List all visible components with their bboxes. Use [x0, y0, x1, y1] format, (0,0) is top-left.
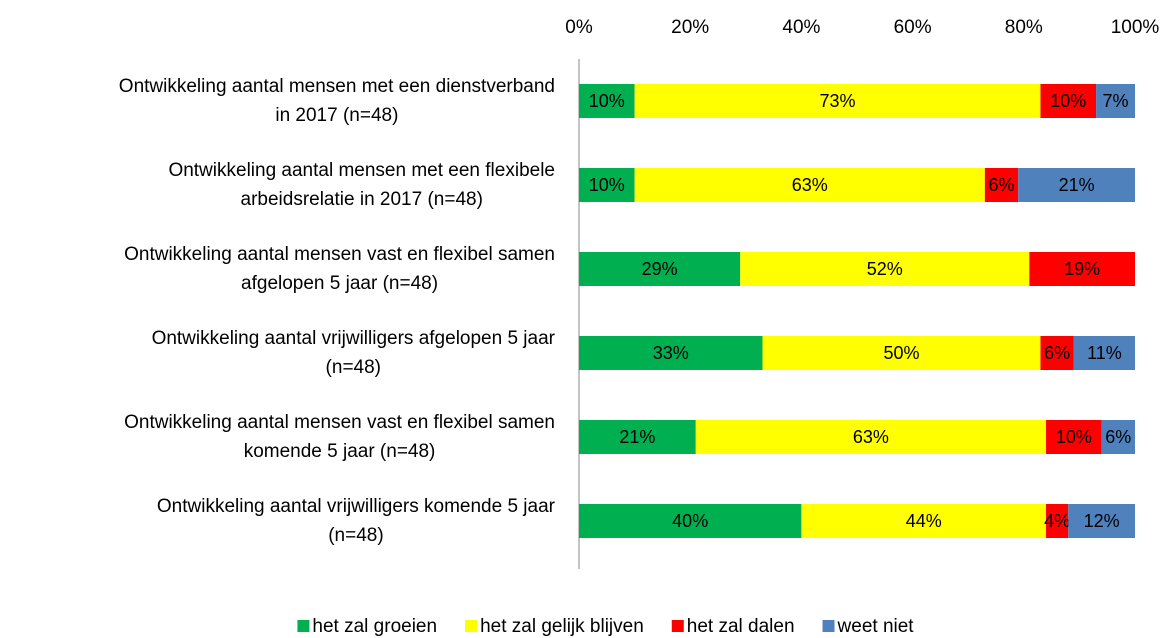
legend-label: het zal gelijk blijven [480, 616, 644, 637]
category-label: Ontwikkeling aantal vrijwilligers afgelo… [152, 328, 556, 349]
bar-segment [579, 168, 635, 202]
data-label: 10% [589, 175, 625, 195]
data-label: 7% [1103, 91, 1129, 111]
bar-segment [1029, 252, 1135, 286]
bar-segment [1101, 420, 1135, 454]
data-label: 33% [653, 343, 689, 363]
bar-segment [1046, 504, 1069, 538]
data-label: 40% [672, 511, 708, 531]
category-label: Ontwikkeling aantal mensen vast en flexi… [124, 244, 555, 265]
data-label: 73% [820, 91, 856, 111]
data-label: 6% [1105, 427, 1131, 447]
data-label: 10% [1050, 91, 1086, 111]
data-label: 52% [867, 259, 903, 279]
data-label: 11% [1087, 343, 1122, 363]
data-label: 19% [1064, 259, 1100, 279]
data-label: 12% [1084, 511, 1120, 531]
x-tick-label: 100% [1111, 17, 1160, 38]
category-label: arbeidsrelatie in 2017 (n=48) [241, 189, 483, 210]
data-label: 6% [989, 175, 1015, 195]
bar-segment [1096, 84, 1135, 118]
legend-label: het zal groeien [312, 616, 437, 637]
bar-segment [762, 336, 1041, 370]
x-tick-label: 80% [1005, 17, 1043, 38]
bar-segment [634, 84, 1041, 118]
bar-segment [1068, 504, 1135, 538]
x-tick-label: 20% [671, 17, 709, 38]
bar-segment [1040, 336, 1074, 370]
category-label: afgelopen 5 jaar (n=48) [241, 273, 438, 294]
bar-segment [579, 504, 802, 538]
bar-segment [1073, 336, 1135, 370]
data-label: 21% [619, 427, 655, 447]
bar-segment [634, 168, 985, 202]
data-label: 63% [853, 427, 889, 447]
bar-segment [579, 336, 763, 370]
category-label: (n=48) [326, 357, 381, 378]
data-label: 29% [642, 259, 678, 279]
category-label: Ontwikkeling aantal mensen vast en flexi… [124, 412, 555, 433]
x-tick-label: 60% [894, 17, 932, 38]
bar-segment [695, 420, 1047, 454]
category-label: Ontwikkeling aantal mensen met een diens… [119, 76, 555, 97]
category-label: (n=48) [328, 525, 383, 546]
legend-swatch [822, 620, 835, 632]
bar-segment [801, 504, 1047, 538]
legend-swatch [671, 620, 684, 632]
bar-segment [579, 252, 741, 286]
bar-segment [1046, 420, 1102, 454]
legend-label: weet niet [837, 616, 915, 637]
data-label: 4% [1044, 511, 1070, 531]
category-label: Ontwikkeling aantal vrijwilligers komend… [157, 496, 556, 517]
bar-segment [984, 168, 1019, 202]
bar-segment [579, 420, 696, 454]
data-label: 10% [1056, 427, 1092, 447]
data-label: 44% [906, 511, 942, 531]
legend-swatch [465, 620, 478, 632]
legend-label: het zal dalen [687, 616, 795, 637]
bar-segment [579, 84, 635, 118]
data-label: 50% [883, 343, 919, 363]
data-label: 63% [792, 175, 828, 195]
bar-segment [1040, 84, 1097, 118]
legend-swatch [297, 620, 310, 632]
x-tick-label: 40% [782, 17, 820, 38]
bar-segment [1018, 168, 1135, 202]
category-label: komende 5 jaar (n=48) [244, 441, 436, 462]
category-label: Ontwikkeling aantal mensen met een flexi… [168, 160, 555, 181]
x-tick-label: 0% [565, 17, 593, 38]
category-label: in 2017 (n=48) [275, 105, 398, 126]
data-label: 10% [589, 91, 625, 111]
data-label: 21% [1059, 175, 1095, 195]
bar-segment [740, 252, 1030, 286]
data-label: 6% [1044, 343, 1070, 363]
